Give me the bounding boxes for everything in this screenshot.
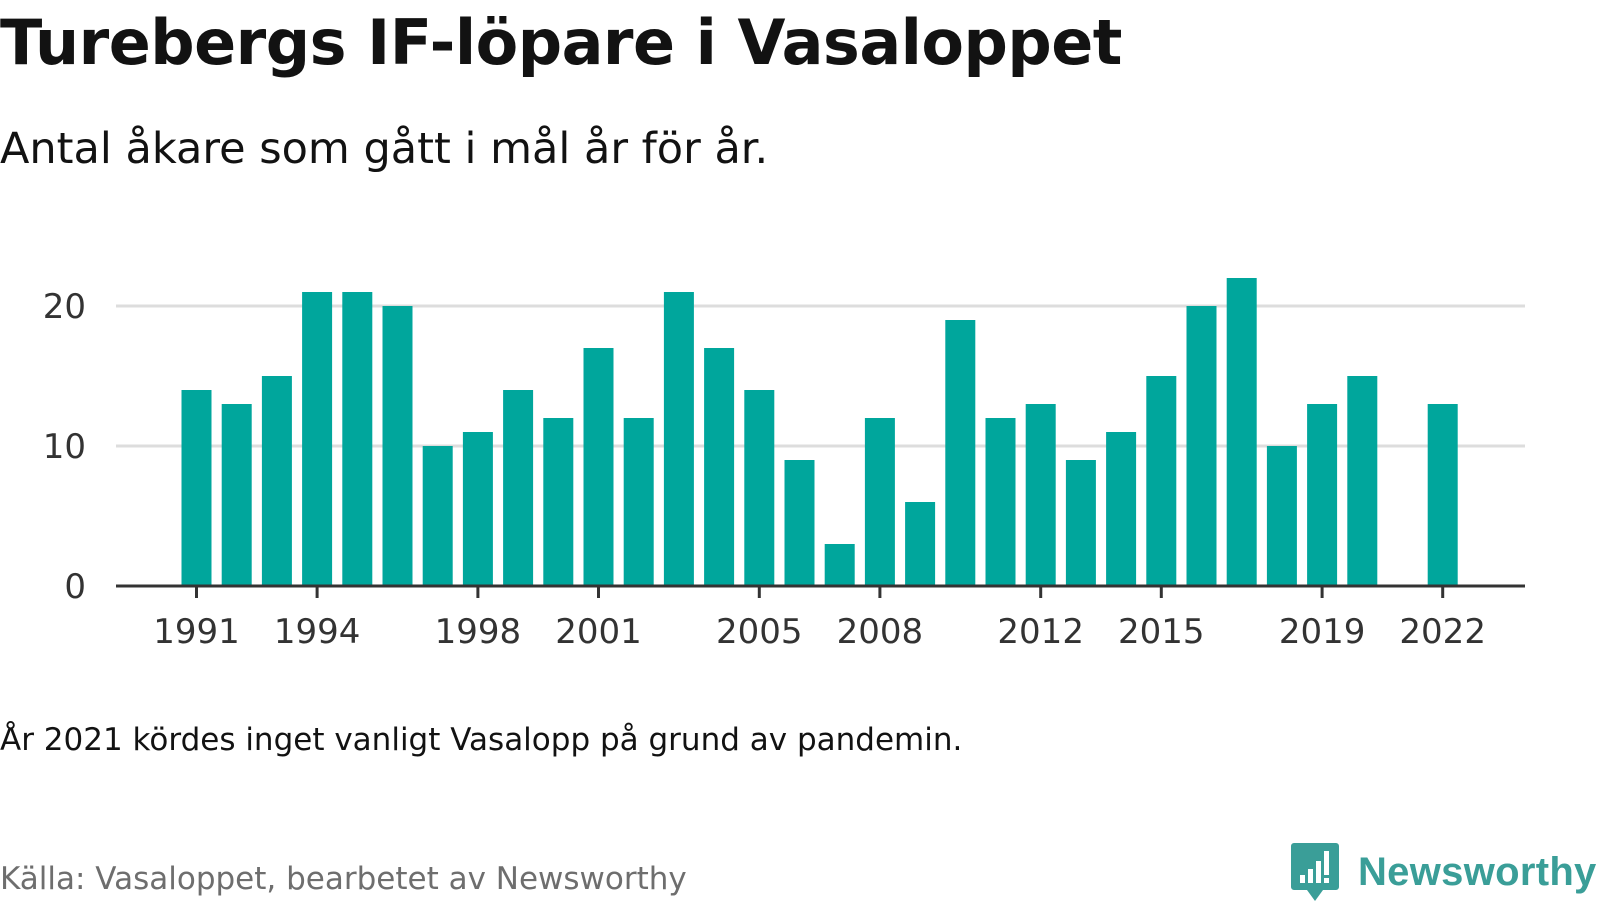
bar-2008 [864, 418, 895, 586]
bar-2001 [583, 348, 614, 586]
bar-chart: 0 10 20 1991 1994 1998 2001 2005 2008 2012 2015 201… [43, 278, 1525, 652]
bar-2002 [623, 418, 654, 586]
bar-2022 [1427, 404, 1458, 586]
x-tick-label: 2012 [997, 612, 1084, 652]
bar-2014 [1106, 432, 1137, 586]
bar-2011 [985, 418, 1016, 586]
brand-name: Newsworthy [1358, 849, 1597, 894]
x-tick-label: 1994 [274, 612, 361, 652]
x-tick-label: 2015 [1118, 612, 1205, 652]
chart-note: År 2021 kördes inget vanligt Vasalopp på… [0, 722, 963, 758]
bars [181, 278, 1458, 586]
bar-1993 [261, 376, 292, 586]
bar-2003 [663, 292, 694, 586]
bar-2017 [1226, 278, 1257, 586]
bar-2012 [1025, 404, 1056, 586]
bar-2009 [905, 502, 936, 586]
bar-2000 [543, 418, 574, 586]
bar-2004 [704, 348, 735, 586]
newsworthy-logo: Newsworthy [1290, 842, 1597, 902]
bar-1996 [382, 306, 413, 586]
bar-1992 [221, 404, 252, 586]
x-tick-label: 2005 [716, 612, 803, 652]
bar-2013 [1065, 460, 1096, 586]
chart-title: Turebergs IF-löpare i Vasaloppet [0, 6, 1122, 79]
bar-1991 [181, 390, 212, 586]
bar-1994 [302, 292, 333, 586]
bar-2019 [1307, 404, 1338, 586]
x-tick-label: 2022 [1399, 612, 1486, 652]
bar-2016 [1186, 306, 1217, 586]
bar-1995 [342, 292, 373, 586]
y-tick-label: 10 [43, 427, 86, 467]
bar-2007 [824, 544, 855, 586]
bar-1997 [422, 446, 453, 586]
bar-1998 [462, 432, 493, 586]
bar-2020 [1347, 376, 1378, 586]
y-tick-label: 20 [43, 287, 86, 327]
bar-2018 [1266, 446, 1297, 586]
x-tick-label: 1998 [435, 612, 522, 652]
x-tick-label: 1991 [153, 612, 240, 652]
bar-chart-speech-bubble-icon [1291, 843, 1339, 901]
chart-subtitle: Antal åkare som gått i mål år för år. [0, 124, 769, 174]
x-tick-label: 2019 [1279, 612, 1366, 652]
y-tick-label: 0 [64, 567, 86, 607]
bar-2015 [1146, 376, 1177, 586]
bar-2010 [945, 320, 976, 586]
bar-2006 [784, 460, 815, 586]
axes: 0 10 20 1991 1994 1998 2001 2005 2008 2012 2015 201… [43, 287, 1525, 652]
source-credit: Källa: Vasaloppet, bearbetet av Newswort… [0, 861, 687, 897]
bar-1999 [503, 390, 534, 586]
x-tick-label: 2008 [837, 612, 924, 652]
bar-2005 [744, 390, 775, 586]
x-tick-label: 2001 [555, 612, 642, 652]
